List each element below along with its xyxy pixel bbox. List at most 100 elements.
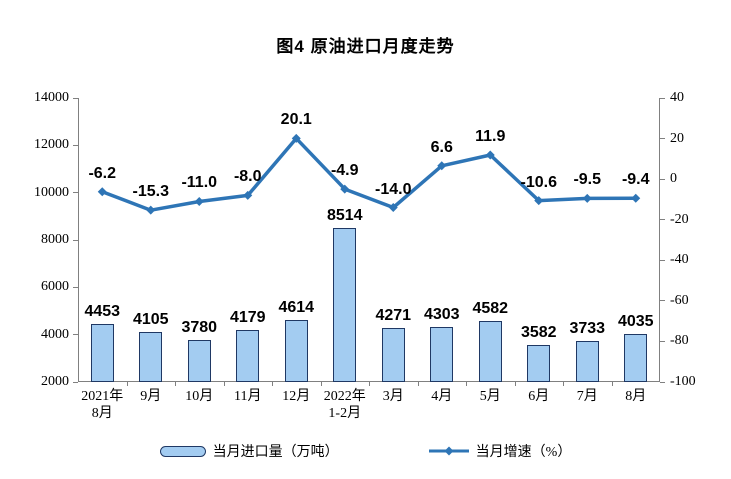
- left-axis-tick: [73, 144, 78, 146]
- right-axis-tick-label: -80: [670, 333, 689, 349]
- x-axis-category-label: 6月: [528, 389, 550, 404]
- line-marker-diamond: [582, 193, 592, 203]
- line-value-label: 6.6: [430, 138, 453, 156]
- line-value-label: -4.9: [330, 162, 359, 180]
- import-volume-bar: [430, 327, 454, 382]
- right-axis-tick: [660, 97, 665, 99]
- bar-value-label: 4614: [278, 299, 315, 317]
- import-volume-bar: [381, 328, 405, 382]
- line-value-label: 20.1: [280, 111, 312, 129]
- line-marker-diamond: [97, 187, 107, 197]
- legend-item-growth: 当月增速（%）: [428, 441, 572, 461]
- x-axis-tick: [417, 382, 419, 386]
- left-axis-tick: [73, 381, 78, 383]
- bar-value-label: 4582: [472, 299, 509, 317]
- left-axis-tick: [73, 239, 78, 241]
- x-axis-category-label: 12月: [282, 389, 311, 404]
- x-axis-category-label: 4月: [431, 389, 453, 404]
- right-axis-tick: [660, 381, 665, 383]
- line-marker-diamond: [437, 161, 447, 171]
- x-axis-category-label: 8月: [625, 389, 647, 404]
- x-axis-category-label: 2022年 1-2月: [323, 389, 366, 421]
- bar-value-label: 3780: [181, 318, 218, 336]
- x-axis-tick: [272, 382, 273, 386]
- line-value-label: 11.9: [475, 128, 506, 145]
- left-axis-tick-label: 8000: [41, 232, 69, 247]
- import-volume-bar: [139, 332, 163, 382]
- line-marker-diamond: [485, 150, 495, 160]
- right-axis-tick-label: -100: [670, 374, 696, 389]
- x-axis-tick: [223, 382, 225, 386]
- line-value-label: -9.4: [621, 171, 650, 189]
- line-value-label: -6.2: [88, 164, 117, 182]
- bar-value-label: 4105: [132, 311, 169, 329]
- legend-line-label: 当月增速（%）: [475, 445, 572, 460]
- import-volume-bar: [478, 320, 502, 382]
- chart-title: 图4 原油进口月度走势: [276, 37, 455, 56]
- left-axis-tick-label: 12000: [34, 137, 69, 153]
- x-axis-tick: [466, 382, 467, 386]
- left-axis-tick: [73, 334, 78, 336]
- line-marker-diamond: [340, 184, 350, 194]
- left-axis-tick: [73, 192, 78, 194]
- bar-value-label: 3733: [569, 319, 606, 337]
- line-marker-diamond: [243, 190, 253, 200]
- x-axis-tick: [175, 382, 176, 386]
- x-axis-category-label: 11月: [234, 389, 262, 404]
- left-axis-tick-label: 4000: [41, 326, 69, 342]
- x-axis-tick: [320, 382, 322, 386]
- import-volume-bar: [333, 227, 357, 382]
- line-value-label: -10.6: [520, 173, 557, 191]
- left-axis-tick: [73, 286, 78, 288]
- line-marker-diamond: [194, 196, 204, 206]
- x-axis-tick: [611, 382, 613, 386]
- right-axis-tick: [660, 178, 665, 180]
- import-volume-bar: [90, 323, 114, 382]
- right-axis-tick: [660, 300, 665, 302]
- right-axis-tick-label: -40: [670, 252, 689, 268]
- x-axis-tick: [563, 382, 564, 386]
- left-axis-tick-label: 14000: [34, 90, 69, 105]
- growth-line-series: [97, 133, 641, 215]
- x-axis-tick: [126, 382, 128, 386]
- import-volume-bar: [624, 333, 648, 382]
- line-value-label: -9.5: [573, 171, 602, 189]
- legend-item-imports: 当月进口量（万吨）: [159, 441, 339, 461]
- right-axis-tick: [660, 340, 665, 342]
- bar-value-label: 8514: [326, 206, 363, 224]
- line-marker-diamond: [631, 193, 641, 203]
- x-axis-category-label: 9月: [140, 389, 162, 404]
- bar-value-label: 4303: [423, 306, 460, 324]
- bar-swatch-icon: [159, 445, 206, 457]
- import-volume-bar: [527, 344, 551, 382]
- line-swatch-icon: [428, 445, 469, 457]
- import-volume-bar: [187, 339, 211, 382]
- right-axis-tick: [660, 138, 665, 140]
- left-axis-tick-label: 10000: [34, 184, 69, 200]
- x-axis-category-label: 3月: [382, 389, 404, 404]
- left-axis-tick: [73, 97, 78, 99]
- line-marker-diamond: [146, 205, 156, 215]
- growth-line: [100, 136, 638, 212]
- bar-value-label: 4271: [375, 307, 412, 325]
- import-volume-bar: [284, 320, 308, 382]
- line-marker-diamond: [388, 203, 398, 213]
- line-value-label: -8.0: [233, 168, 262, 186]
- import-volume-bar: [236, 330, 260, 382]
- right-axis-tick-label: 20: [670, 130, 684, 146]
- x-axis-tick: [514, 382, 516, 386]
- right-axis-tick-label: -60: [670, 292, 689, 308]
- legend-bar-label: 当月进口量（万吨）: [212, 445, 339, 460]
- x-axis-category-label: 2021年 8月: [81, 389, 124, 421]
- x-axis-category-label: 10月: [185, 389, 214, 404]
- import-volume-bar: [575, 340, 599, 382]
- right-axis-tick: [660, 259, 665, 261]
- line-marker-diamond: [291, 133, 301, 143]
- x-axis-tick: [369, 382, 370, 386]
- line-value-label: -15.3: [132, 183, 169, 201]
- plot-area: [78, 98, 660, 382]
- left-axis-tick-label: 6000: [41, 279, 69, 295]
- bar-value-label: 4453: [84, 302, 121, 320]
- line-marker-diamond: [534, 196, 544, 206]
